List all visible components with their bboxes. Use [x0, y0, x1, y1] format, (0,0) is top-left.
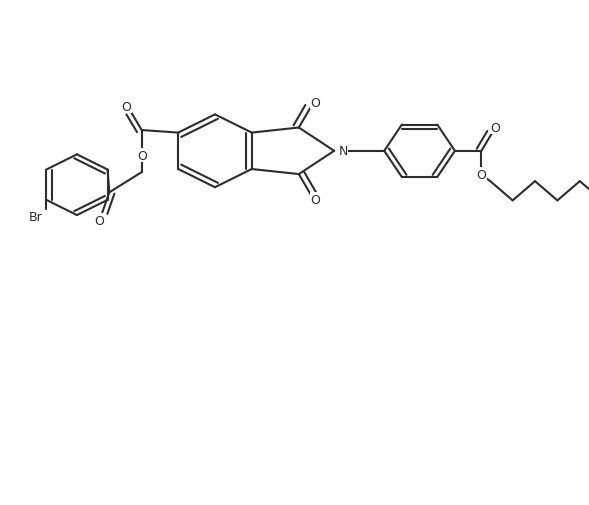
Text: O: O	[310, 96, 320, 110]
Text: O: O	[121, 100, 131, 114]
Text: Br: Br	[29, 211, 42, 224]
Text: O: O	[490, 121, 500, 134]
Text: O: O	[310, 193, 320, 207]
Text: O: O	[94, 214, 104, 227]
Text: O: O	[137, 149, 147, 163]
Text: N: N	[338, 145, 348, 158]
Text: O: O	[477, 169, 487, 182]
